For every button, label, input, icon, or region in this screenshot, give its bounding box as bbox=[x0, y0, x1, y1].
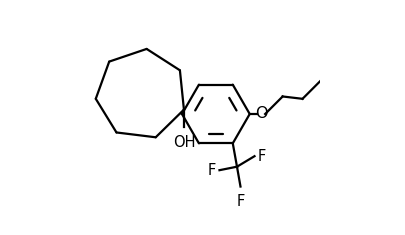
Text: F: F bbox=[236, 194, 244, 208]
Text: OH: OH bbox=[172, 135, 195, 150]
Text: F: F bbox=[207, 163, 216, 178]
Text: F: F bbox=[257, 149, 265, 164]
Text: O: O bbox=[254, 106, 266, 121]
